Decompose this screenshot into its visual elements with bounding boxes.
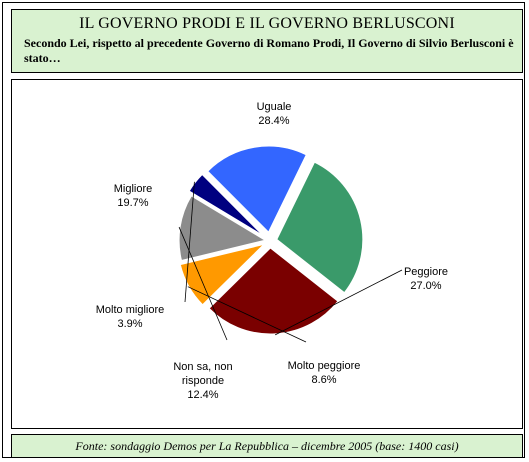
source-note: Fonte: sondaggio Demos per La Repubblica… — [11, 434, 523, 458]
pie-slice-peggiore — [208, 247, 339, 335]
pie-slice-molto-migliore — [188, 173, 264, 236]
leader-line — [187, 286, 307, 343]
slice-label: Non sa, non risponde 12.4% — [173, 361, 232, 401]
pie-chart: Uguale 28.4% Peggiore 27.0% Molto peggiore 8.… — [96, 101, 448, 401]
leader-line — [184, 181, 195, 303]
chart-subtitle: Secondo Lei, rispetto al precedente Gove… — [24, 36, 514, 65]
slice-label: Molto migliore 3.9% — [96, 304, 164, 330]
leader-line — [274, 269, 403, 336]
slice-label: Migliore 19.7% — [114, 183, 153, 209]
chart-frame: IL GOVERNO PRODI E IL GOVERNO BERLUSCONI… — [2, 2, 525, 458]
slice-label: Uguale 28.4% — [257, 101, 292, 127]
pie-slice-non-sa-non-risponde — [178, 195, 267, 262]
pie-slice-uguale — [276, 161, 364, 294]
chart-title: IL GOVERNO PRODI E IL GOVERNO BERLUSCONI — [79, 15, 455, 32]
header-panel: IL GOVERNO PRODI E IL GOVERNO BERLUSCONI… — [11, 9, 523, 73]
pie-slice-molto-peggiore — [179, 243, 266, 306]
slice-label: Peggiore 27.0% — [404, 266, 448, 292]
pie-slice-migliore — [207, 145, 307, 233]
leader-line — [178, 226, 228, 341]
plot-area: Uguale 28.4% Peggiore 27.0% Molto peggiore 8.… — [11, 79, 523, 429]
slice-label: Molto peggiore 8.6% — [288, 360, 361, 386]
